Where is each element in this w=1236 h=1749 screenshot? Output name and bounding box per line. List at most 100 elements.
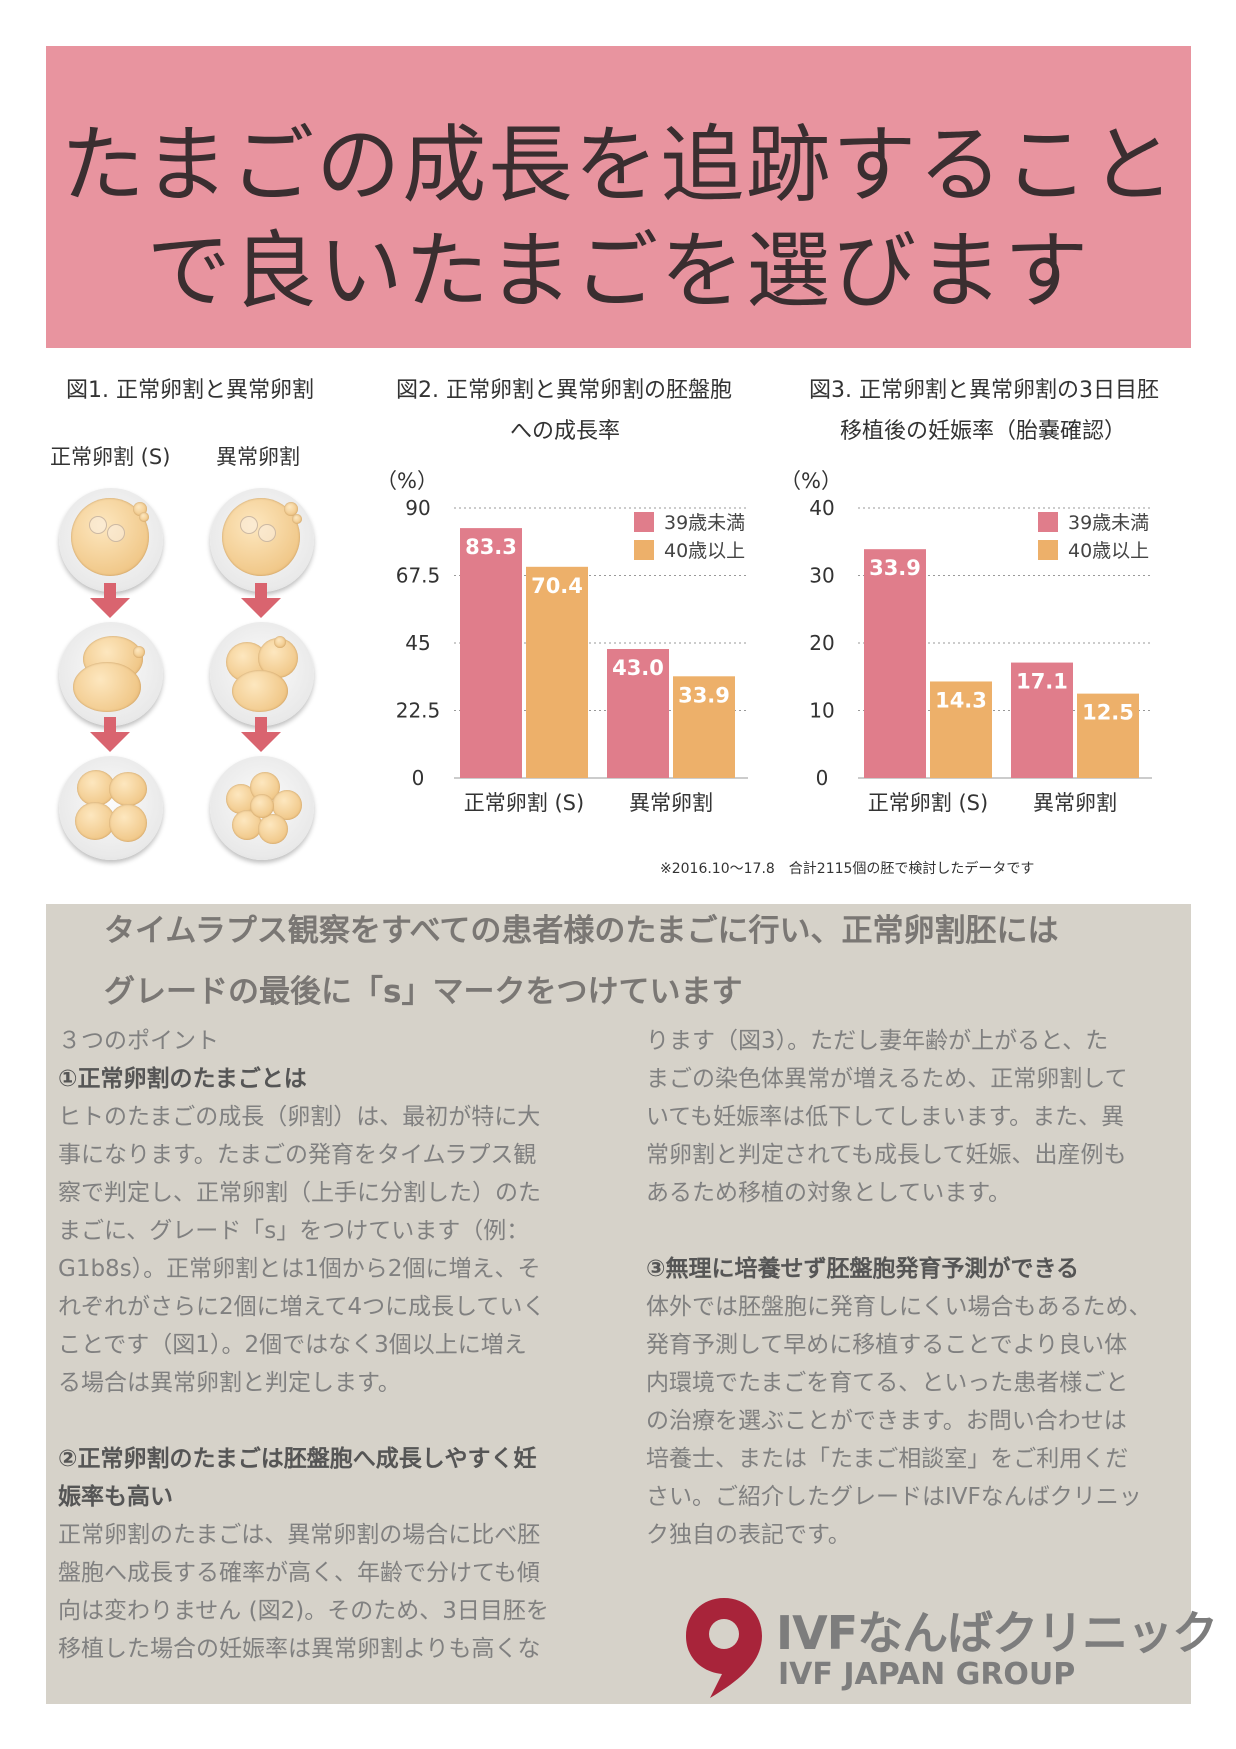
embryo-dish-abnormal-2 [210, 622, 314, 726]
y-unit-label: （%） [780, 469, 842, 493]
bar-value-label: 14.3 [935, 688, 987, 712]
banner-title-line2: で良いたまごを選びます [146, 222, 1091, 320]
bar-under39 [864, 549, 926, 778]
body-text-line: れぞれがさらに2個に増えて4つに成長していく [58, 1294, 546, 1320]
embryo-dish-normal-3 [59, 756, 163, 860]
bar-value-label: 70.4 [531, 574, 583, 598]
body-text-line [646, 1212, 1152, 1250]
y-tick-label: 30 [809, 564, 834, 588]
x-category-label: 正常卵割 (S) [464, 791, 584, 815]
embryo-dish-abnormal-3 [210, 756, 314, 860]
arrow-down-icon [104, 583, 116, 599]
bar-under39 [1011, 662, 1073, 778]
bar-over40 [673, 676, 735, 778]
bar-under39 [607, 649, 669, 778]
legend-swatch [1038, 540, 1058, 560]
arrow-down-icon [241, 598, 281, 618]
body-text-line: 向は変わりません (図2)。そのため、3日目胚を [58, 1598, 549, 1624]
legend-label: 39歳未満 [664, 512, 745, 534]
body-text-line: る場合は異常卵割と判定します。 [58, 1370, 401, 1396]
banner-title-line1: たまごの成長を追跡すること [60, 116, 1177, 214]
body-text-line: ３つのポイント [58, 1028, 219, 1054]
headline-line2: グレードの最後に「s」マークをつけています [104, 974, 743, 1010]
section-heading: ③無理に培養せず胚盤胞発育予測ができる [646, 1256, 1080, 1282]
body-text-line: G1b8s）。正常卵割とは1個から2個に増え、そ [58, 1256, 541, 1282]
legend-label: 40歳以上 [664, 540, 745, 562]
arrow-down-icon [241, 732, 281, 752]
bar-under39 [460, 528, 522, 778]
bar-value-label: 17.1 [1016, 670, 1068, 694]
body-text-line: ことです（図1）。2個ではなく3個以上に増え [58, 1332, 527, 1358]
x-category-label: 異常卵割 [1033, 791, 1117, 815]
body-text-line: 正常卵割のたまごは、異常卵割の場合に比べ胚 [58, 1522, 541, 1548]
legend-swatch [1038, 512, 1058, 532]
fig3-title-line2: 移植後の妊娠率（胎嚢確認） [840, 419, 1127, 444]
section-heading: ①正常卵割のたまごとは [58, 1066, 307, 1092]
body-text-line: 発育予測して早めに移植することでより良い体 [646, 1332, 1128, 1358]
body-text-line: ります（図3）。ただし妻年齢が上がると、た [646, 1028, 1109, 1054]
y-tick-label: 10 [809, 699, 834, 723]
y-tick-label: 20 [809, 631, 834, 655]
section-heading: ②正常卵割のたまごは胚盤胞へ成長しやすく妊 [58, 1446, 537, 1472]
x-category-label: 異常卵割 [629, 791, 713, 815]
clinic-logo-icon [686, 1598, 762, 1698]
bar-over40 [930, 681, 992, 778]
arrow-down-icon [255, 583, 267, 599]
body-text-line [58, 1402, 549, 1440]
y-tick-label: 90 [405, 496, 430, 520]
bar-over40 [526, 566, 588, 778]
body-text-line: 移植した場合の妊娠率は異常卵割よりも高くな [58, 1636, 541, 1662]
data-note: ※2016.10〜17.8 合計2115個の胚で検討したデータです [660, 861, 1035, 877]
body-text-line: 培養士、または「たまご相談室」をご利用くだ [646, 1446, 1129, 1472]
fig1-title: 図1. 正常卵割と異常卵割 [66, 378, 314, 403]
body-text-line: 内環境でたまごを育てる、といった患者様ごと [646, 1370, 1129, 1396]
legend-swatch [634, 540, 654, 560]
right-text-column: ります（図3）。ただし妻年齢が上がると、た まごの染色体異常が増えるため、正常卵割… [646, 1022, 1152, 1554]
body-text-line: 盤胞へ成長する確率が高く、年齢で分けても傾 [58, 1560, 540, 1586]
embryo-dish-normal-2 [59, 622, 163, 726]
info-panel [46, 904, 1191, 1704]
bar-value-label: 43.0 [612, 656, 664, 680]
fig2-bar-chart: （%） 0 22.5 45 67.5 90 83.3 70.4 正常卵割 (S) 43.0 33.9… [376, 469, 748, 815]
clinic-name: IVFなんばクリニック [776, 1606, 1218, 1660]
legend-label: 39歳未満 [1068, 512, 1149, 534]
y-tick-label: 67.5 [396, 564, 441, 588]
fig3-title-line1: 図3. 正常卵割と異常卵割の3日目胚 [809, 378, 1159, 403]
body-text-line: いても妊娠率は低下してしまいます。また、異 [646, 1104, 1125, 1130]
fig1-label-abnormal: 異常卵割 [216, 445, 300, 469]
bar-over40 [1077, 693, 1139, 778]
body-text-line: 常卵割と判定されても成長して妊娠、出産例も [646, 1142, 1127, 1168]
fig2-title-line1: 図2. 正常卵割と異常卵割の胚盤胞 [396, 378, 732, 403]
x-category-label: 正常卵割 (S) [868, 791, 988, 815]
fig1-label-normal: 正常卵割 (S) [50, 445, 171, 469]
arrow-down-icon [90, 598, 130, 618]
fig3-bar-chart: （%） 0 10 20 30 40 33.9 14.3 正常卵割 (S) 17.1 12.5 異常卵割… [780, 469, 1152, 815]
body-text-line: あるため移植の対象としています。 [646, 1180, 1012, 1206]
fig2-title-line2: への成長率 [510, 419, 621, 444]
body-text-line: 体外では胚盤胞に発育しにくい場合もあるため、 [646, 1294, 1152, 1320]
y-tick-label: 40 [809, 496, 834, 520]
arrow-down-icon [104, 717, 116, 733]
y-tick-label: 45 [405, 631, 430, 655]
body-text-line: まごの染色体異常が増えるため、正常卵割して [646, 1066, 1128, 1092]
y-tick-label: 0 [412, 766, 425, 790]
legend-label: 40歳以上 [1068, 540, 1149, 562]
bar-value-label: 83.3 [465, 535, 517, 559]
bar-value-label: 12.5 [1082, 701, 1134, 725]
body-text-line: の治療を選ぶことができます。お問い合わせは [646, 1408, 1127, 1434]
embryo-dish-normal-1 [59, 488, 163, 592]
title-banner: たまごの成長を追跡すること で良いたまごを選びます [46, 46, 1191, 348]
body-text-line: ヒトのたまごの成長（卵割）は、最初が特に大 [58, 1104, 541, 1130]
left-text-column: ３つのポイント ①正常卵割のたまごとはヒトのたまごの成長（卵割）は、最初が特に大事… [58, 1022, 549, 1668]
clinic-group: IVF JAPAN GROUP [778, 1657, 1076, 1692]
bar-value-label: 33.9 [678, 683, 730, 707]
embryo-dish-abnormal-1 [210, 488, 314, 592]
arrow-down-icon [90, 732, 130, 752]
section-heading: 娠率も高い [58, 1484, 173, 1510]
body-text-line: 察で判定し、正常卵割（上手に分割した）のた [58, 1180, 541, 1206]
body-text-line: 事になります。たまごの発育をタイムラプス観 [58, 1142, 537, 1168]
headline-line1: タイムラプス観察をすべての患者様のたまごに行い、正常卵割胚には [104, 913, 1059, 949]
y-tick-label: 22.5 [396, 699, 441, 723]
body-text-line: まごに、グレード「s」をつけています（例： [58, 1218, 530, 1244]
bar-value-label: 33.9 [869, 556, 921, 580]
